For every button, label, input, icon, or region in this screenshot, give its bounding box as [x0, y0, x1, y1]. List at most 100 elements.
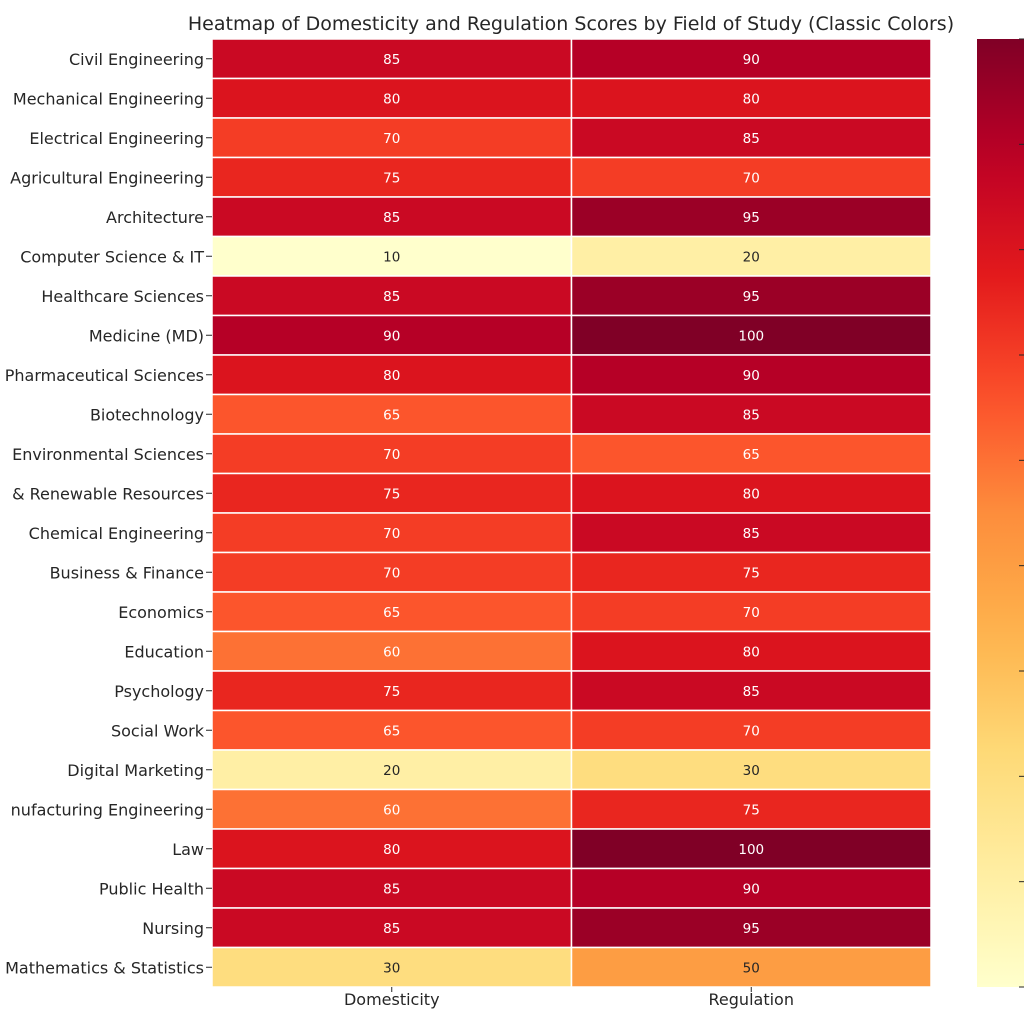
cell-value-label: 80 — [383, 91, 400, 107]
cell-value-label: 75 — [743, 802, 760, 818]
row-label-medicine-md: Medicine (MD) — [89, 326, 204, 345]
cell-value-label: 75 — [383, 486, 400, 502]
column-label-regulation: Regulation — [709, 990, 794, 1009]
heatmap-cell — [570, 709, 932, 751]
cell-value-label: 85 — [383, 921, 400, 937]
cell-value-label: 65 — [383, 605, 400, 621]
cell-value-label: 60 — [383, 802, 400, 818]
heatmap-cell — [211, 867, 573, 909]
row-label-social-work: Social Work — [111, 721, 205, 740]
cell-value-label: 85 — [383, 52, 400, 68]
heatmap-cell — [211, 433, 573, 475]
row-label-environmental-sciences: Environmental Sciences — [12, 445, 204, 464]
heatmap-cell — [570, 907, 932, 949]
cell-value-label: 80 — [743, 486, 760, 502]
row-label-agricultural-engineering: Agricultural Engineering — [10, 168, 204, 187]
row-label-biotechnology: Biotechnology — [90, 405, 204, 424]
cell-value-label: 95 — [743, 289, 760, 305]
row-label-business-finance: Business & Finance — [50, 563, 204, 582]
heatmap-cell — [211, 749, 573, 791]
heatmap-cell — [570, 77, 932, 119]
cell-value-label: 65 — [383, 723, 400, 739]
heatmap-cell — [570, 591, 932, 633]
row-label-mechanical-engineering: Mechanical Engineering — [13, 89, 204, 108]
cell-value-label: 90 — [743, 52, 760, 68]
cell-value-label: 85 — [743, 407, 760, 423]
heatmap-cell — [570, 472, 932, 514]
heatmap-cell — [211, 472, 573, 514]
row-label-computer-science-it: Computer Science & IT — [20, 247, 204, 266]
heatmap-cell — [211, 77, 573, 119]
cell-value-label: 10 — [383, 249, 400, 265]
cell-value-label: 90 — [743, 368, 760, 384]
heatmap-cell — [211, 788, 573, 830]
heatmap-cell — [570, 117, 932, 159]
cell-value-label: 70 — [383, 131, 400, 147]
row-label-nursing: Nursing — [142, 919, 204, 938]
cell-value-label: 80 — [743, 91, 760, 107]
cell-value-label: 85 — [383, 881, 400, 897]
cell-value-label: 80 — [383, 842, 400, 858]
colorbar — [977, 39, 1024, 987]
cell-value-label: 75 — [383, 684, 400, 700]
row-label-public-health: Public Health — [99, 879, 204, 898]
cell-value-label: 75 — [743, 565, 760, 581]
heatmap-cell — [570, 196, 932, 238]
heatmap-cell — [570, 38, 932, 80]
cell-value-label: 80 — [743, 644, 760, 660]
row-label-nufacturing-engineering: nufacturing Engineering — [11, 800, 204, 819]
cell-value-label: 85 — [383, 289, 400, 305]
heatmap-cell — [570, 156, 932, 198]
cell-value-label: 85 — [383, 210, 400, 226]
cell-value-label: 75 — [383, 170, 400, 186]
row-label-electrical-engineering: Electrical Engineering — [29, 129, 204, 148]
heatmap-cell — [211, 591, 573, 633]
column-label-domesticity: Domesticity — [344, 990, 440, 1009]
heatmap-cell — [570, 946, 932, 988]
cell-value-label: 85 — [743, 131, 760, 147]
cell-value-label: 90 — [743, 881, 760, 897]
cell-value-label: 80 — [383, 368, 400, 384]
heatmap-cell — [570, 867, 932, 909]
cell-value-label: 100 — [738, 328, 764, 344]
cell-value-label: 30 — [743, 763, 760, 779]
heatmap-cell — [211, 907, 573, 949]
chart-title: Heatmap of Domesticity and Regulation Sc… — [188, 13, 954, 35]
heatmap-cell — [570, 275, 932, 317]
heatmap-cell — [211, 630, 573, 672]
cell-value-label: 70 — [383, 526, 400, 542]
heatmap-cell — [570, 788, 932, 830]
cell-value-label: 70 — [383, 447, 400, 463]
cell-value-label: 60 — [383, 644, 400, 660]
row-label-education: Education — [124, 642, 204, 661]
row-label-law: Law — [172, 840, 204, 859]
heatmap-cell — [211, 393, 573, 435]
cell-value-label: 70 — [383, 565, 400, 581]
row-label-civil-engineering: Civil Engineering — [69, 50, 204, 69]
cell-value-label: 95 — [743, 210, 760, 226]
cell-value-label: 70 — [743, 723, 760, 739]
heatmap-cell — [570, 393, 932, 435]
row-label-healthcare-sciences: Healthcare Sciences — [41, 287, 204, 306]
cell-value-label: 85 — [743, 684, 760, 700]
row-label-digital-marketing: Digital Marketing — [67, 761, 204, 780]
cell-value-label: 70 — [743, 170, 760, 186]
heatmap-cell — [570, 314, 932, 356]
cell-value-label: 90 — [383, 328, 400, 344]
heatmap-cell — [570, 828, 932, 870]
row-label-chemical-engineering: Chemical Engineering — [29, 524, 204, 543]
row-label-renewable-resources: & Renewable Resources — [12, 484, 204, 503]
heatmap-cell — [570, 235, 932, 277]
cell-value-label: 30 — [383, 960, 400, 976]
heatmap-cell — [570, 433, 932, 475]
row-label-pharmaceutical-sciences: Pharmaceutical Sciences — [5, 366, 204, 385]
cell-value-label: 20 — [743, 249, 760, 265]
heatmap-cell — [211, 38, 573, 80]
heatmap-cell — [570, 512, 932, 554]
cell-value-label: 95 — [743, 921, 760, 937]
cell-value-label: 100 — [738, 842, 764, 858]
row-label-architecture: Architecture — [106, 208, 204, 227]
cell-value-label: 85 — [743, 526, 760, 542]
cell-value-label: 20 — [383, 763, 400, 779]
